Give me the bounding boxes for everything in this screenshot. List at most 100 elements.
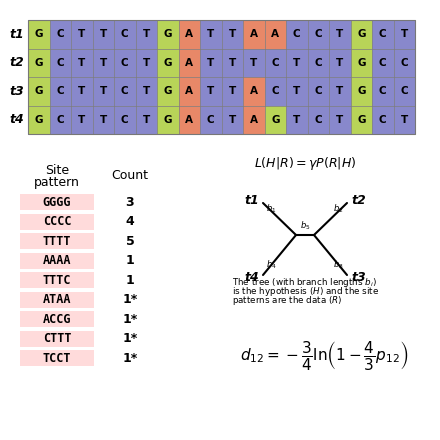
Text: T: T	[207, 86, 214, 96]
Text: C: C	[400, 58, 408, 68]
Bar	[200, 48, 221, 77]
Bar	[28, 20, 49, 48]
Bar	[393, 77, 415, 106]
Text: ACCG: ACCG	[43, 312, 71, 326]
Text: A: A	[250, 86, 258, 96]
Text: T: T	[143, 29, 150, 39]
Bar	[28, 48, 49, 77]
Bar	[20, 350, 94, 366]
Text: T: T	[293, 115, 301, 125]
Bar	[286, 48, 308, 77]
Bar	[221, 106, 243, 134]
Text: T: T	[99, 58, 107, 68]
Text: G: G	[164, 86, 172, 96]
Text: G: G	[357, 29, 366, 39]
Bar	[20, 330, 94, 347]
Text: t3: t3	[9, 85, 24, 98]
Bar	[136, 77, 157, 106]
Text: C: C	[121, 115, 128, 125]
Bar	[28, 77, 49, 106]
Text: T: T	[99, 86, 107, 96]
Bar	[329, 106, 351, 134]
Bar	[49, 20, 71, 48]
Text: 1: 1	[126, 274, 134, 286]
Bar	[71, 106, 92, 134]
Text: C: C	[56, 115, 64, 125]
Bar	[243, 48, 264, 77]
Text: T: T	[293, 86, 301, 96]
Text: G: G	[164, 29, 172, 39]
Text: T: T	[99, 115, 107, 125]
Bar	[20, 213, 94, 230]
Bar	[71, 20, 92, 48]
Text: $b_4$: $b_4$	[266, 258, 277, 271]
Bar	[393, 106, 415, 134]
Text: G: G	[357, 86, 366, 96]
Text: A: A	[185, 29, 193, 39]
Text: t3: t3	[351, 271, 366, 283]
Text: T: T	[336, 115, 343, 125]
Text: patterns are the data ($R$): patterns are the data ($R$)	[232, 293, 343, 307]
Bar	[308, 20, 329, 48]
Bar	[71, 77, 92, 106]
Text: T: T	[229, 86, 236, 96]
Bar	[28, 20, 415, 134]
Text: Site: Site	[45, 164, 69, 176]
Bar	[20, 292, 94, 308]
Text: C: C	[379, 58, 387, 68]
Bar	[351, 106, 372, 134]
Bar	[200, 77, 221, 106]
Text: T: T	[229, 58, 236, 68]
Bar	[393, 48, 415, 77]
Text: C: C	[271, 86, 279, 96]
Text: $b_2$: $b_2$	[333, 203, 344, 216]
Bar	[179, 48, 200, 77]
Bar	[286, 77, 308, 106]
Text: T: T	[78, 58, 85, 68]
Bar	[20, 311, 94, 327]
Bar	[308, 48, 329, 77]
Bar	[49, 77, 71, 106]
Text: $b_3$: $b_3$	[333, 258, 344, 271]
Text: AAAA: AAAA	[43, 254, 71, 267]
Bar	[200, 106, 221, 134]
Text: T: T	[78, 29, 85, 39]
Text: T: T	[78, 86, 85, 96]
Bar	[351, 48, 372, 77]
Text: G: G	[34, 29, 43, 39]
Text: T: T	[401, 115, 408, 125]
Bar	[200, 20, 221, 48]
Text: C: C	[56, 58, 64, 68]
Text: 1*: 1*	[122, 352, 138, 364]
Bar	[114, 77, 136, 106]
Bar	[179, 20, 200, 48]
Bar	[20, 194, 94, 210]
Bar	[20, 233, 94, 249]
Text: T: T	[336, 29, 343, 39]
Text: t2: t2	[9, 56, 24, 69]
Bar	[136, 106, 157, 134]
Bar	[49, 48, 71, 77]
Text: A: A	[185, 58, 193, 68]
Text: C: C	[315, 115, 322, 125]
Text: C: C	[379, 115, 387, 125]
Text: G: G	[34, 58, 43, 68]
Text: 1*: 1*	[122, 312, 138, 326]
Text: C: C	[379, 86, 387, 96]
Bar	[264, 48, 286, 77]
Bar	[20, 253, 94, 268]
Text: C: C	[379, 29, 387, 39]
Text: C: C	[400, 86, 408, 96]
Bar	[92, 106, 114, 134]
Bar	[264, 20, 286, 48]
Text: CCCC: CCCC	[43, 215, 71, 228]
Text: 1*: 1*	[122, 332, 138, 345]
Text: ATAA: ATAA	[43, 293, 71, 306]
Text: C: C	[315, 29, 322, 39]
Bar	[114, 20, 136, 48]
Bar	[179, 106, 200, 134]
Text: T: T	[143, 86, 150, 96]
Bar	[221, 48, 243, 77]
Bar	[157, 106, 179, 134]
Bar	[286, 20, 308, 48]
